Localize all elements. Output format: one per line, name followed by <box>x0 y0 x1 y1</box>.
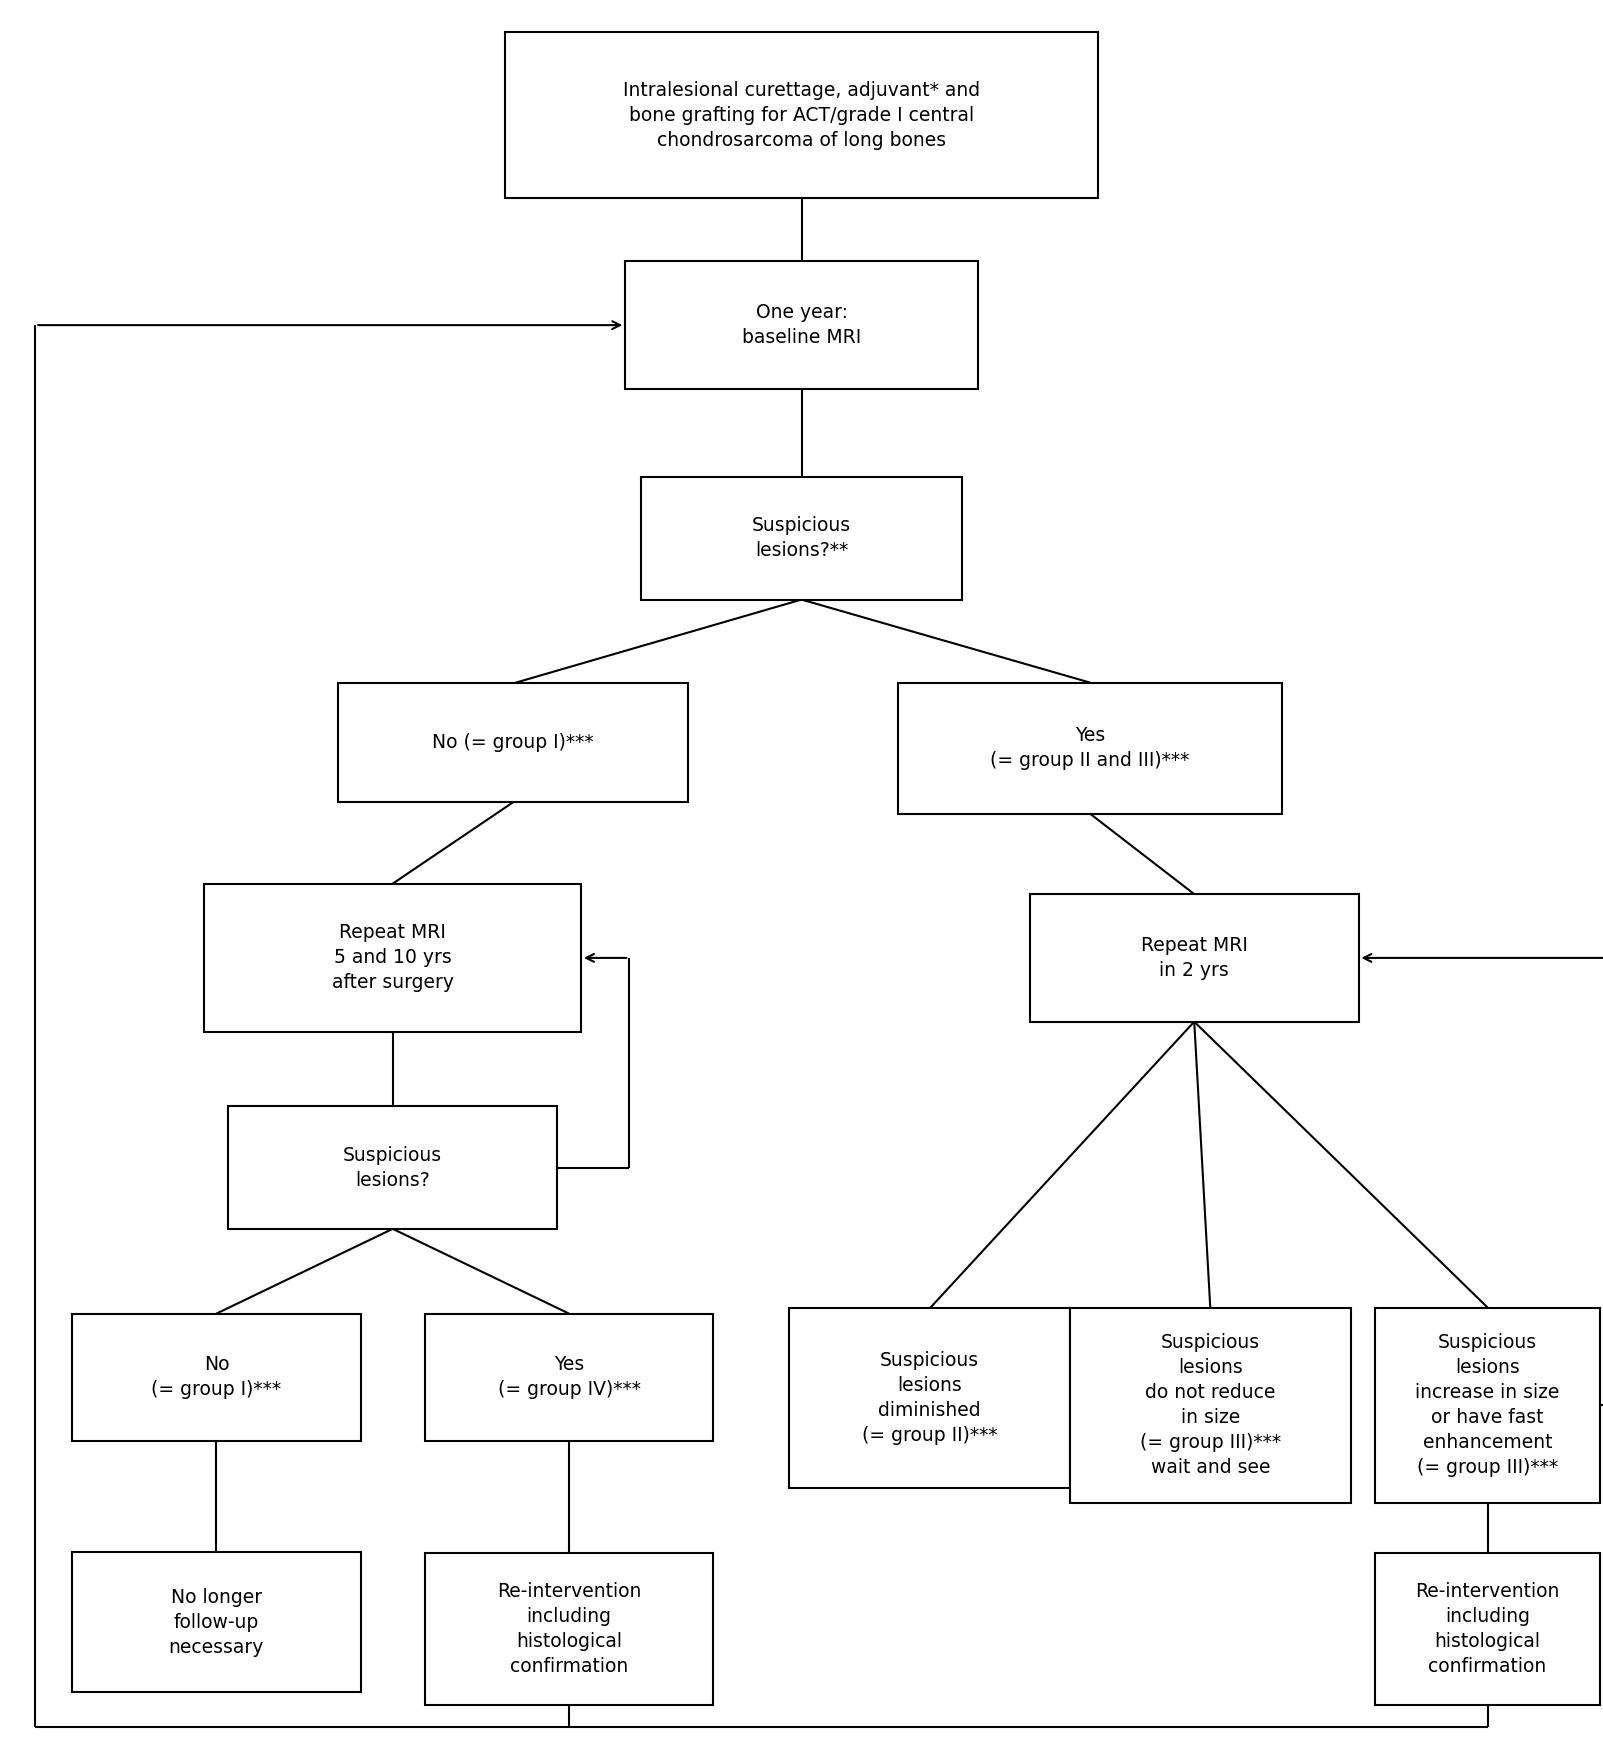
FancyBboxPatch shape <box>789 1308 1071 1488</box>
Text: Suspicious
lesions?: Suspicious lesions? <box>343 1145 442 1190</box>
Text: Re-intervention
including
histological
confirmation: Re-intervention including histological c… <box>497 1582 641 1676</box>
Text: No longer
follow-up
necessary: No longer follow-up necessary <box>168 1587 264 1657</box>
FancyBboxPatch shape <box>205 883 580 1031</box>
Text: Yes
(= group II and III)***: Yes (= group II and III)*** <box>991 725 1189 771</box>
FancyBboxPatch shape <box>72 1552 361 1692</box>
FancyBboxPatch shape <box>425 1552 713 1706</box>
FancyBboxPatch shape <box>72 1314 361 1440</box>
FancyBboxPatch shape <box>1375 1308 1600 1503</box>
Text: Repeat MRI
in 2 yrs: Repeat MRI in 2 yrs <box>1141 935 1247 981</box>
FancyBboxPatch shape <box>338 683 688 802</box>
Text: Repeat MRI
5 and 10 yrs
after surgery: Repeat MRI 5 and 10 yrs after surgery <box>332 923 454 993</box>
Text: One year:
baseline MRI: One year: baseline MRI <box>742 302 861 348</box>
Text: No (= group I)***: No (= group I)*** <box>433 734 593 752</box>
Text: No
(= group I)***: No (= group I)*** <box>151 1355 282 1400</box>
Text: Yes
(= group IV)***: Yes (= group IV)*** <box>497 1355 641 1400</box>
FancyBboxPatch shape <box>505 31 1098 198</box>
FancyBboxPatch shape <box>229 1106 558 1229</box>
Text: Re-intervention
including
histological
confirmation: Re-intervention including histological c… <box>1415 1582 1560 1676</box>
FancyBboxPatch shape <box>1375 1552 1600 1706</box>
Text: Intralesional curettage, adjuvant* and
bone grafting for ACT/grade I central
cho: Intralesional curettage, adjuvant* and b… <box>624 80 979 150</box>
Text: Suspicious
lesions?**: Suspicious lesions?** <box>752 516 851 561</box>
FancyBboxPatch shape <box>625 260 978 390</box>
Text: Suspicious
lesions
diminished
(= group II)***: Suspicious lesions diminished (= group I… <box>862 1351 997 1446</box>
FancyBboxPatch shape <box>1071 1308 1351 1503</box>
FancyBboxPatch shape <box>898 683 1282 815</box>
Text: Suspicious
lesions
do not reduce
in size
(= group III)***
wait and see: Suspicious lesions do not reduce in size… <box>1140 1334 1281 1477</box>
FancyBboxPatch shape <box>425 1314 713 1440</box>
FancyBboxPatch shape <box>1029 895 1358 1021</box>
FancyBboxPatch shape <box>641 477 962 600</box>
Text: Suspicious
lesions
increase in size
or have fast
enhancement
(= group III)***: Suspicious lesions increase in size or h… <box>1415 1334 1560 1477</box>
